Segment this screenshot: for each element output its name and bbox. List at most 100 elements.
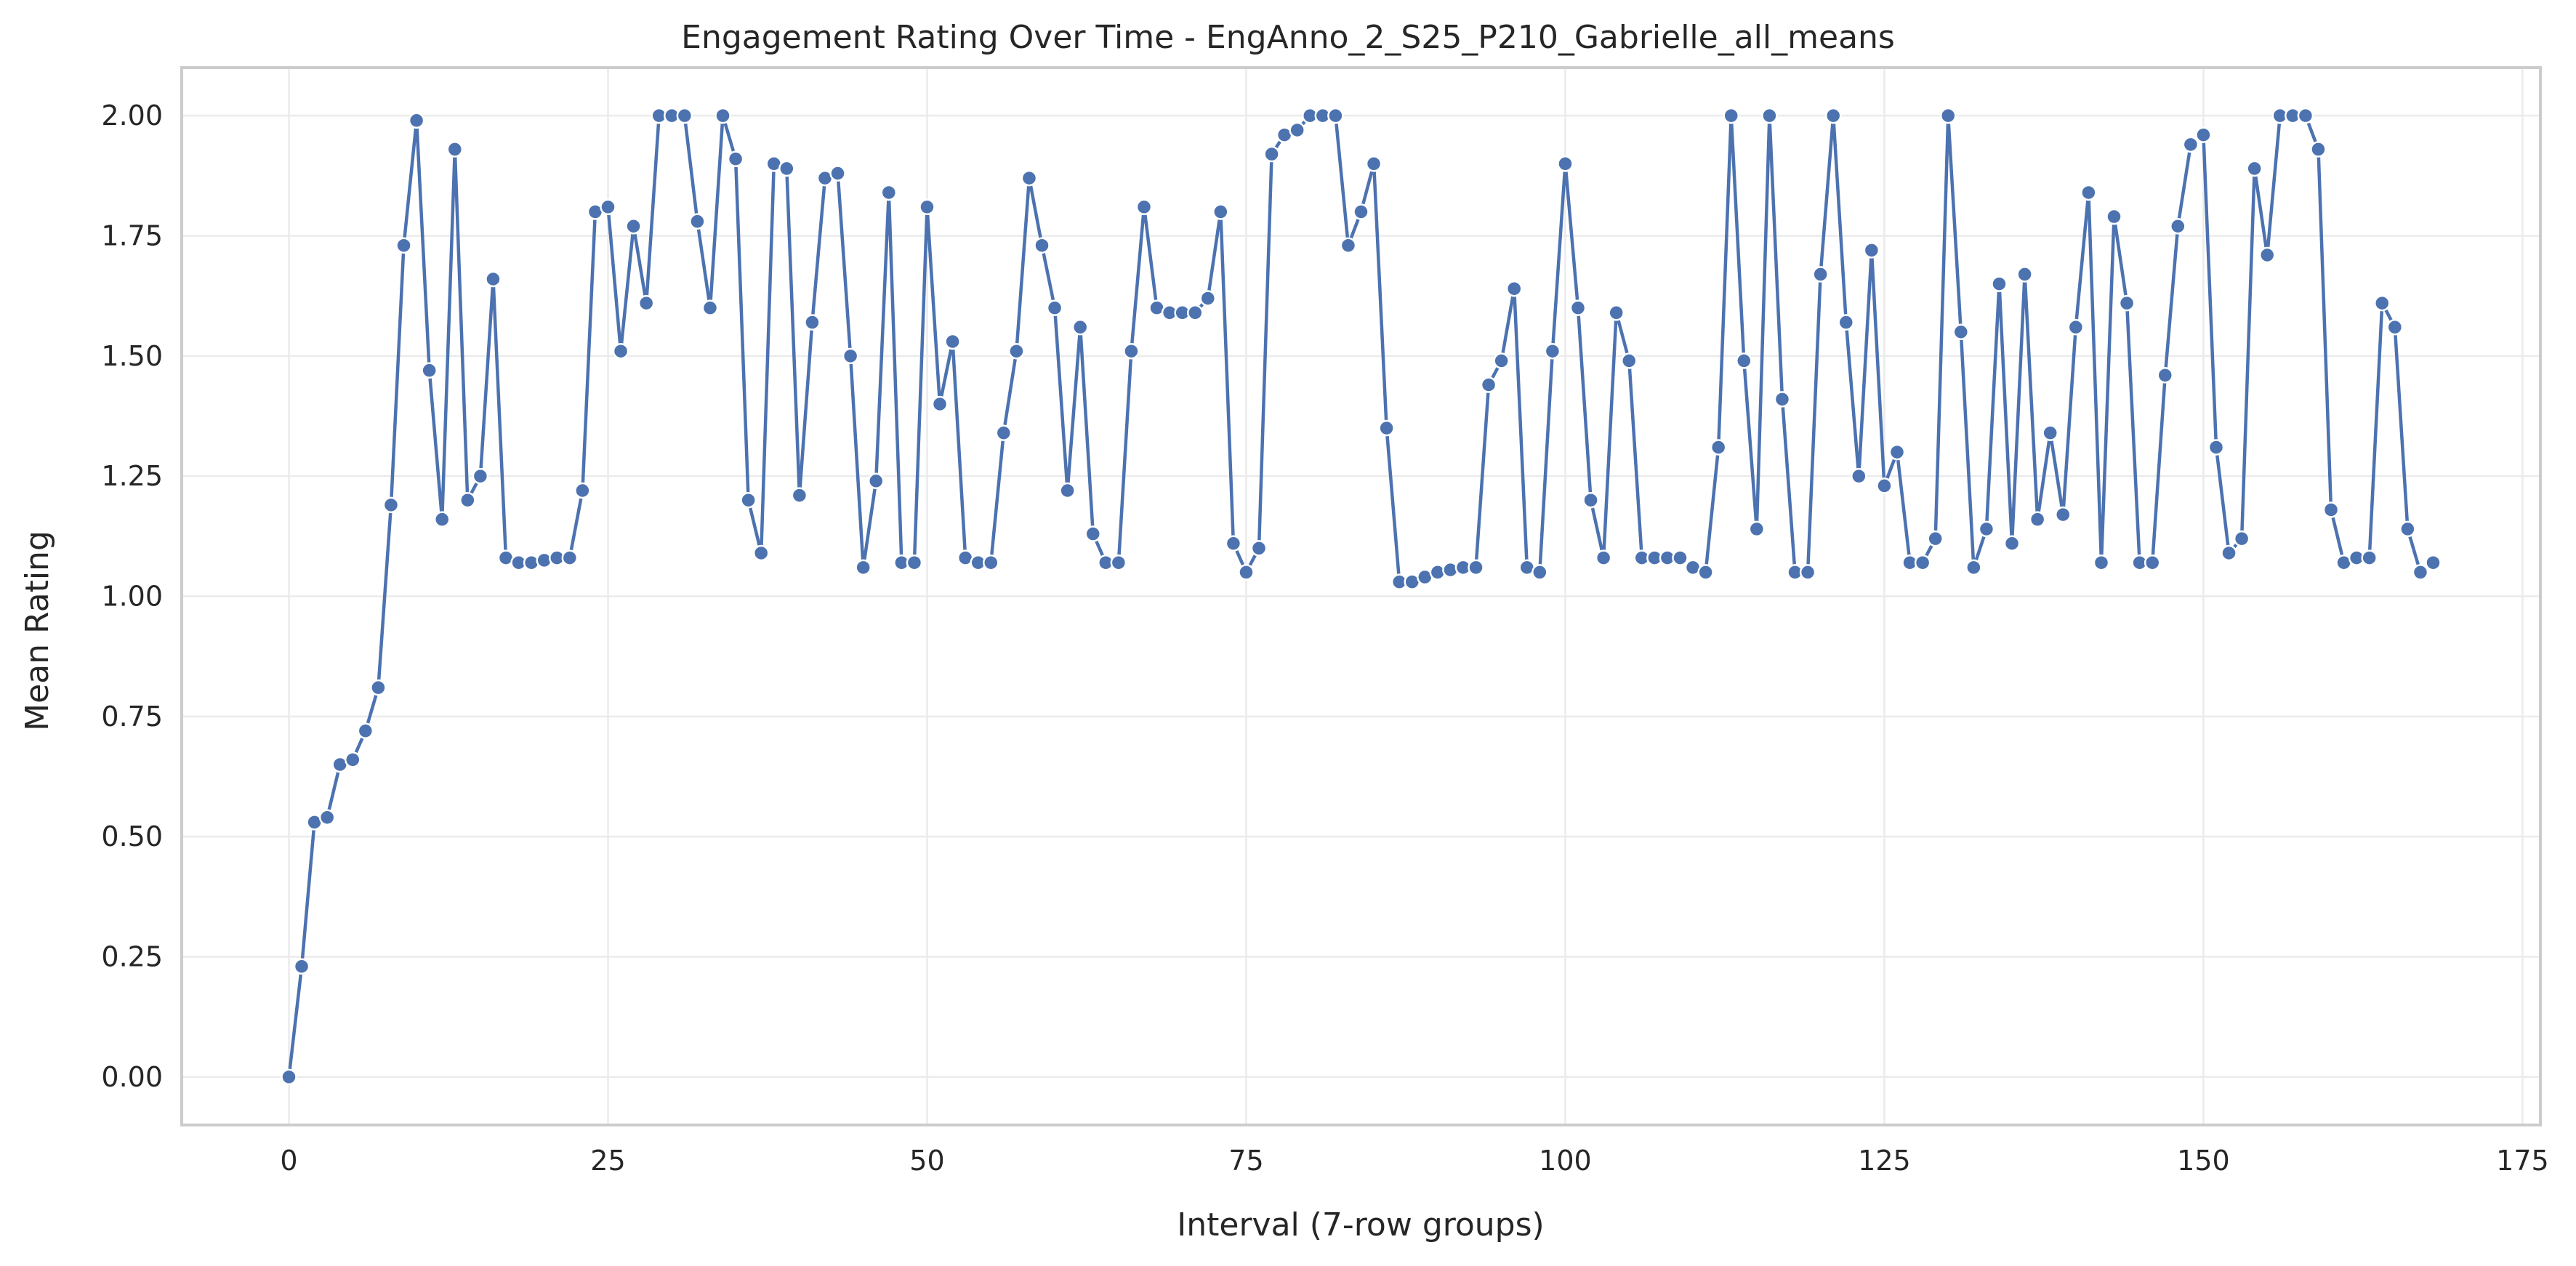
chart-title: Engagement Rating Over Time - EngAnno_2_… (681, 19, 1895, 56)
data-point (2106, 208, 2122, 225)
data-point (293, 958, 310, 975)
data-point (2374, 294, 2391, 312)
data-point (637, 294, 655, 312)
data-point (2003, 535, 2021, 552)
data-point (612, 342, 629, 360)
data-point (1110, 554, 1127, 571)
data-point (983, 554, 999, 571)
data-point (842, 347, 859, 365)
x-tick-label: 100 (1539, 1145, 1592, 1177)
data-point (408, 112, 425, 129)
data-point (1021, 169, 1038, 187)
data-point (855, 559, 872, 576)
data-point (2297, 107, 2314, 124)
data-point (1748, 520, 1766, 538)
data-point (485, 270, 502, 288)
data-point (1888, 443, 1906, 461)
data-point (944, 333, 961, 350)
data-point (2412, 564, 2429, 581)
data-point (1876, 477, 1893, 494)
data-point (2055, 506, 2072, 523)
data-point (1978, 520, 1995, 538)
data-point (625, 218, 642, 235)
data-point (1761, 107, 1778, 124)
data-point (446, 141, 464, 158)
data-point (906, 554, 923, 571)
data-point (1468, 559, 1484, 576)
x-tick-label: 150 (2177, 1145, 2230, 1177)
y-tick-labels: 0.00 0.25 0.50 0.75 1.00 1.25 1.50 1.75 2.00 (101, 100, 163, 1093)
data-point (1851, 467, 1867, 485)
data-point (370, 679, 387, 696)
data-point (2246, 160, 2263, 177)
data-point (1071, 318, 1089, 336)
data-point (919, 198, 935, 216)
data-point (829, 165, 846, 182)
data-point (1824, 107, 1842, 124)
x-tick-label: 50 (909, 1145, 944, 1177)
data-point (1353, 203, 1369, 220)
y-tick-label: 1.50 (101, 340, 163, 372)
data-point (2258, 246, 2276, 264)
data-point (1697, 564, 1714, 581)
data-point (689, 213, 706, 230)
data-point (715, 107, 731, 124)
data-point (1544, 342, 1561, 360)
data-point (1939, 107, 1957, 124)
data-point (421, 362, 438, 379)
data-point (2093, 554, 2110, 571)
data-point (2118, 294, 2136, 312)
data-point (2207, 439, 2225, 456)
data-point (1608, 305, 1625, 321)
data-point (1710, 439, 1727, 456)
x-tick-label: 175 (2496, 1145, 2549, 1177)
data-point (1378, 419, 1395, 437)
data-point (752, 544, 770, 562)
data-point (1238, 564, 1255, 581)
data-point (2080, 184, 2097, 201)
y-tick-label: 2.00 (101, 100, 163, 132)
grid (182, 68, 2540, 1125)
x-axis-label: Interval (7-row groups) (1177, 1206, 1544, 1243)
y-tick-label: 1.25 (101, 460, 163, 492)
data-point (727, 150, 744, 167)
data-point (281, 1068, 297, 1086)
data-point (2144, 554, 2161, 571)
data-point (2029, 511, 2046, 528)
data-point (318, 809, 336, 826)
data-point (357, 722, 374, 739)
data-point (740, 491, 757, 509)
data-point (1340, 237, 1357, 254)
data-point (867, 472, 885, 490)
data-point (1250, 540, 1268, 557)
data-point (1034, 237, 1050, 254)
y-tick-label: 0.00 (101, 1061, 163, 1093)
y-tick-label: 0.50 (101, 821, 163, 852)
data-point (676, 107, 693, 124)
y-tick-label: 1.00 (101, 581, 163, 613)
data-point (1505, 280, 1523, 297)
data-point (701, 299, 719, 316)
y-tick-label: 1.75 (101, 219, 163, 251)
data-point (1952, 323, 1970, 340)
data-point (1723, 107, 1739, 124)
data-point (2310, 141, 2327, 158)
data-point (1008, 342, 1025, 360)
data-point (2195, 126, 2212, 143)
data-point (561, 549, 579, 566)
x-tick-label: 75 (1228, 1145, 1263, 1177)
data-point (1914, 554, 1931, 571)
data-point (433, 511, 451, 528)
data-point (1046, 299, 1063, 316)
data-point (1595, 549, 1612, 566)
data-point (2386, 318, 2404, 336)
data-point (1135, 198, 1153, 216)
data-point (2182, 136, 2199, 153)
data-point (2157, 367, 2173, 384)
data-point (1123, 342, 1140, 360)
data-point (1289, 121, 1305, 139)
data-point (1531, 564, 1548, 581)
x-tick-labels: 0 25 50 75 100 125 150 175 (280, 1145, 2548, 1177)
data-point (1225, 535, 1242, 552)
y-tick-label: 0.25 (101, 941, 163, 973)
